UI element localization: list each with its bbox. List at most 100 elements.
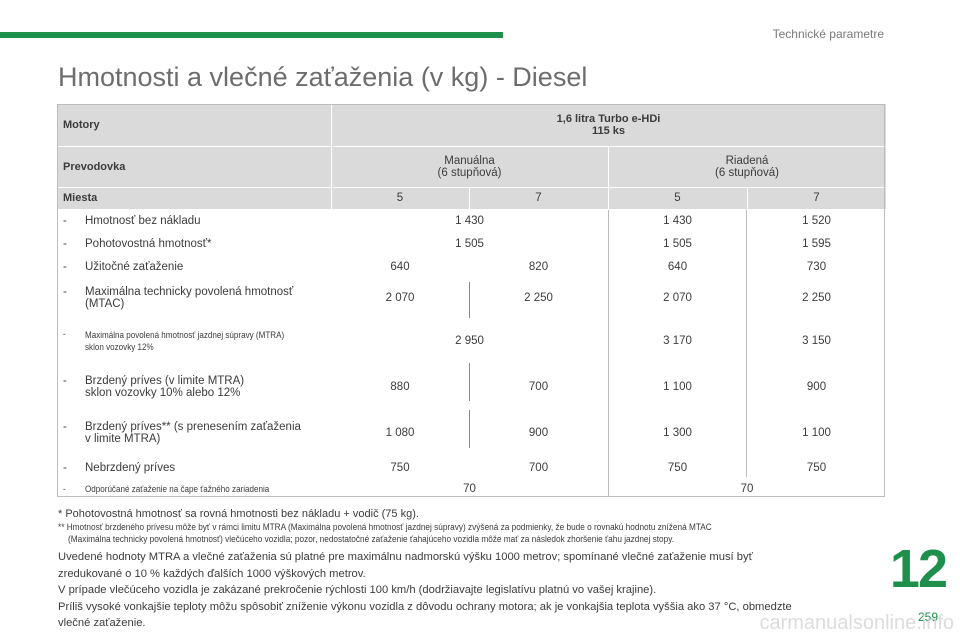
page-number: 259 bbox=[917, 610, 938, 624]
footnote-1: * Pohotovostná hmotnosť sa rovná hmotnos… bbox=[58, 508, 419, 520]
footnote-2-wrap: ** Hmotnosť brzdeného prívesu môže byť v… bbox=[58, 521, 818, 533]
manual-cell: Manuálna (6 stupňová) bbox=[331, 146, 609, 188]
header-row-engine: Motory 1,6 litra Turbo e-HDi 115 ks bbox=[57, 104, 887, 147]
page-title: Hmotnosti a vlečné zaťaženia (v kg) - Di… bbox=[58, 62, 588, 92]
row-label-line2: (MTAC) bbox=[85, 298, 125, 310]
row-label: Hmotnosť bez nákladu bbox=[85, 214, 201, 227]
row-label: Brzdený príves (v limite MTRA) bbox=[85, 374, 245, 387]
table-row: - Hmotnosť bez nákladu 1 430 1 430 1 520 bbox=[57, 209, 886, 232]
row-value: 730 bbox=[806, 260, 827, 273]
seats-cell: 5 bbox=[331, 187, 470, 210]
row-dash: - bbox=[63, 286, 67, 298]
row-value: 880 bbox=[390, 380, 410, 393]
auto-line1: Riadená bbox=[725, 154, 769, 167]
row-value: 1 430 bbox=[663, 214, 692, 227]
footnote-2a: ** Hmotnosť brzdeného prívesu môže byť v… bbox=[58, 522, 712, 533]
row-dash: - bbox=[63, 461, 67, 474]
paragraph-1b: zredukované o 10 % každých ďalších 1000 … bbox=[58, 567, 366, 580]
auto-cell: Riadená (6 stupňová) bbox=[608, 146, 887, 188]
paragraph-3b: vlečné zaťaženie. bbox=[58, 617, 146, 630]
row-label-line2: v limite MTRA) bbox=[85, 433, 161, 445]
paragraph-1: Uvedené hodnoty MTRA a vlečné zaťaženia … bbox=[58, 549, 858, 632]
row-label: Maximálna technicky povolená hmotnosť bbox=[85, 286, 294, 298]
row-label: Nebrzdený príves bbox=[85, 461, 176, 474]
row-value: 1 300 bbox=[663, 427, 692, 439]
footnote-2b: (Maximálna technicky povolená hmotnosť) … bbox=[68, 534, 675, 545]
top-accent-bar bbox=[0, 32, 503, 38]
row-label: Odporúčané zaťaženie na čape ťažného zar… bbox=[85, 483, 270, 495]
row-value: 3 150 bbox=[802, 334, 831, 347]
row-label-line2: sklon vozovky 12% bbox=[85, 341, 154, 353]
row-dash: - bbox=[63, 483, 66, 495]
row-dash: - bbox=[63, 260, 67, 273]
row-value: 2 070 bbox=[663, 292, 692, 304]
row-value: 700 bbox=[528, 461, 549, 474]
table-row: - Brzdený príves** (s prenesením zaťaženi… bbox=[57, 410, 886, 456]
table-row: - Brzdený príves (v limite MTRA) sklon voz… bbox=[57, 363, 886, 410]
header-row-seats: Miesta 5 7 5 7 bbox=[57, 187, 887, 210]
row-value: 900 bbox=[806, 380, 827, 393]
auto-line2: (6 stupňová) bbox=[715, 166, 779, 179]
row-value: 70 bbox=[463, 483, 476, 495]
engine-cell: 1,6 litra Turbo e-HDi 115 ks bbox=[331, 104, 887, 147]
column-separator bbox=[469, 363, 470, 401]
row-value: 1 430 bbox=[455, 214, 484, 227]
seats-cell: 7 bbox=[469, 187, 609, 210]
table-row: - Užitočné zaťaženie 640 820 640 730 bbox=[57, 255, 886, 278]
seats-cell: 5 bbox=[608, 187, 748, 210]
row-dash: - bbox=[63, 421, 67, 433]
row-dash: - bbox=[63, 237, 67, 250]
table-row: - Nebrzdený príves 750 700 750 750 bbox=[57, 456, 886, 479]
row-value: 1 505 bbox=[455, 237, 484, 250]
row-value: 1 100 bbox=[802, 427, 831, 439]
row-value: 640 bbox=[667, 260, 688, 273]
row-value: 1 520 bbox=[802, 214, 831, 227]
column-separator bbox=[608, 210, 609, 497]
watermark: carmanualsonline.info bbox=[759, 612, 954, 634]
manual-line2: (6 stupňová) bbox=[437, 166, 502, 179]
table-row: - Pohotovostná hmotnosť* 1 505 1 505 1 59… bbox=[57, 232, 886, 255]
row-label: Brzdený príves** (s prenesením zaťaženia bbox=[85, 421, 301, 433]
row-label: Pohotovostná hmotnosť* bbox=[85, 237, 212, 250]
row-value: 820 bbox=[528, 260, 549, 273]
row-value: 1 100 bbox=[663, 380, 692, 393]
table-row: - Maximálna povolená hmotnosť jazdnej súp… bbox=[57, 318, 886, 363]
column-separator bbox=[746, 210, 747, 477]
row-value: 900 bbox=[528, 427, 549, 439]
miesta-label: Miesta bbox=[57, 187, 332, 210]
row-dash: - bbox=[63, 214, 67, 227]
seats-cell: 7 bbox=[747, 187, 887, 210]
row-label: Užitočné zaťaženie bbox=[85, 260, 184, 273]
motory-label: Motory bbox=[57, 104, 332, 147]
paragraph-1a: Uvedené hodnoty MTRA a vlečné zaťaženia … bbox=[58, 551, 753, 563]
prevodovka-label: Prevodovka bbox=[57, 146, 332, 188]
row-value: 2 070 bbox=[385, 292, 415, 304]
paragraph-3a: Príliš vysoké vonkajšie teploty môžu spô… bbox=[58, 600, 792, 613]
section-title: Technické parametre bbox=[772, 27, 884, 41]
row-value: 2 250 bbox=[524, 292, 553, 304]
row-value: 2 250 bbox=[802, 292, 831, 304]
column-separator bbox=[469, 282, 470, 318]
row-value: 750 bbox=[390, 461, 410, 474]
row-value: 750 bbox=[667, 461, 688, 474]
row-value: 70 bbox=[740, 483, 754, 495]
row-value: 1 595 bbox=[802, 237, 831, 250]
table-row: - Maximálna technicky povolená hmotnosť (M… bbox=[57, 278, 886, 318]
engine-line2: 115 ks bbox=[591, 124, 626, 137]
header-row-gearbox: Prevodovka Manuálna (6 stupňová) Riadená… bbox=[57, 146, 887, 188]
row-value: 1 505 bbox=[663, 237, 692, 250]
row-label: Maximálna povolená hmotnosť jazdnej súpr… bbox=[85, 329, 285, 341]
weights-table: Motory 1,6 litra Turbo e-HDi 115 ks Prev… bbox=[57, 104, 887, 499]
engine-line1: 1,6 litra Turbo e-HDi bbox=[556, 112, 661, 125]
chapter-number: 12 bbox=[889, 539, 948, 599]
paragraph-2: V prípade vlečúceho vozidla je zakázané … bbox=[58, 584, 657, 597]
column-separator bbox=[469, 410, 470, 448]
row-value: 1 080 bbox=[385, 427, 415, 439]
row-value: 640 bbox=[390, 260, 410, 273]
row-value: 750 bbox=[806, 461, 827, 474]
manual-line1: Manuálna bbox=[444, 154, 495, 167]
row-dash: - bbox=[63, 328, 66, 340]
row-value: 700 bbox=[528, 380, 549, 393]
row-value: 3 170 bbox=[663, 334, 692, 347]
row-dash: - bbox=[63, 374, 67, 387]
